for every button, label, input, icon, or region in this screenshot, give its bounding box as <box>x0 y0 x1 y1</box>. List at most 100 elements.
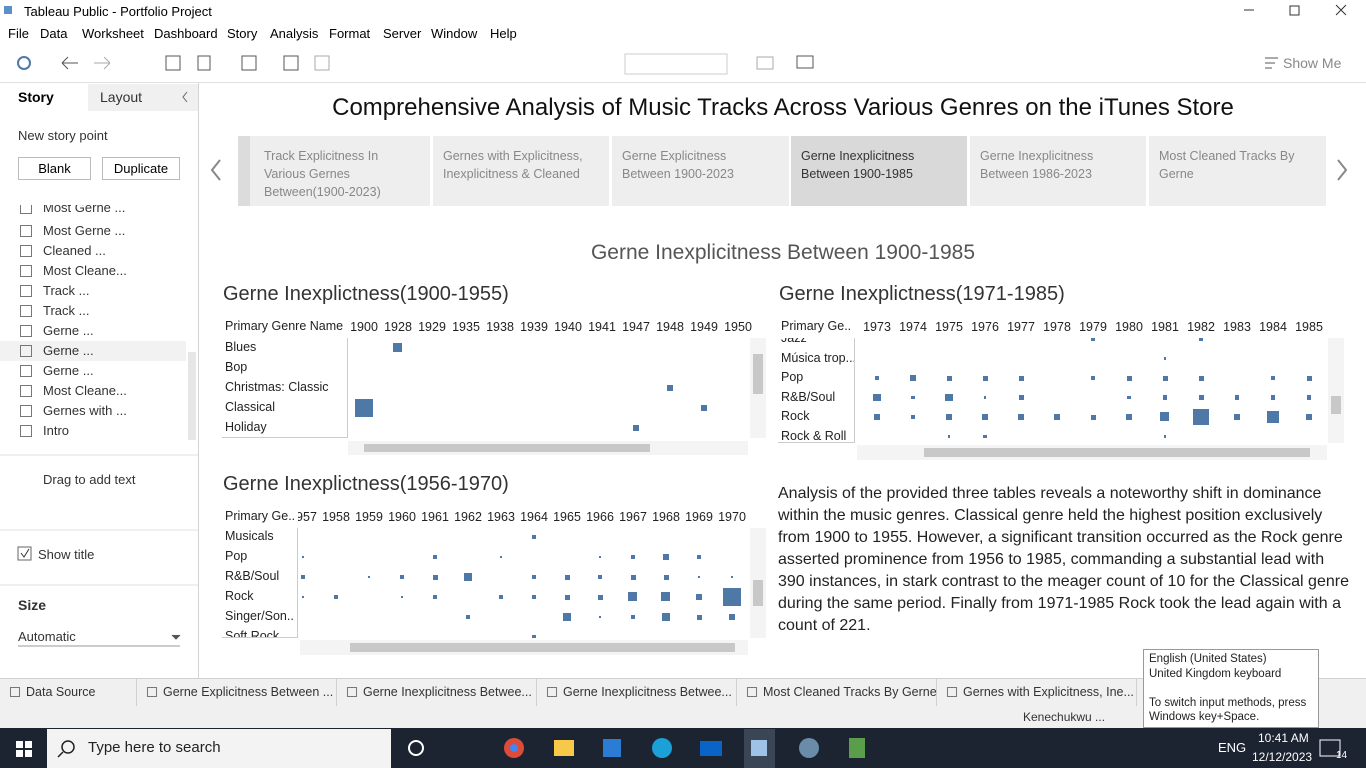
genre-label: Rock <box>225 589 254 603</box>
story-point[interactable]: Track Explicitness In Various Gernes Bet… <box>238 136 430 206</box>
sheet-tab[interactable]: Gerne Inexplicitness Betwee... <box>539 679 737 706</box>
square-mark <box>911 395 915 400</box>
square-mark <box>909 374 917 382</box>
button[interactable]: Duplicate <box>102 157 180 180</box>
story-title: Comprehensive Analysis of Music Tracks A… <box>332 94 1234 121</box>
story-point-text: Gerne Inexplicitness Between 1900-1985 <box>801 149 915 181</box>
tab-label: Gernes with Explicitness, Ine... <box>963 685 1134 699</box>
menu-item[interactable]: Window <box>431 26 478 41</box>
square-mark <box>700 404 708 412</box>
sheet-item[interactable]: Gerne ... <box>0 321 186 341</box>
sheet-item[interactable]: Most Cleane... <box>0 381 186 401</box>
genre-label: Soft Rock <box>225 629 280 638</box>
v-scroll-thumb[interactable] <box>753 580 763 606</box>
menu-item[interactable]: Analysis <box>270 26 319 41</box>
panel-tab[interactable]: Layout <box>100 89 143 105</box>
square-mark <box>875 376 879 380</box>
ime-tooltip: English (United States) United Kingdom ke… <box>1143 649 1319 728</box>
v-scroll-thumb[interactable] <box>753 354 763 394</box>
square-mark <box>630 574 636 580</box>
sheet-item[interactable]: Intro <box>0 421 186 441</box>
story-point[interactable]: Most Cleaned Tracks By Gerne <box>1149 136 1326 206</box>
menu-item[interactable]: Format <box>329 26 371 41</box>
genre-label: Bop <box>225 360 248 374</box>
story-point[interactable]: Gerne Explicitness Between 1900-2023 <box>612 136 789 206</box>
square-mark <box>945 393 953 402</box>
menu-item[interactable]: Server <box>383 26 422 41</box>
menu-item[interactable]: Help <box>490 26 517 41</box>
analysis-text: Analysis of the provided three tables re… <box>778 485 1349 634</box>
sheet-item[interactable]: Most Cleane... <box>0 261 186 281</box>
dashboard-title: Gerne Inexplicitness Between 1900-1985 <box>590 241 976 264</box>
square-mark <box>1090 414 1096 420</box>
sheet-item[interactable]: Gerne ... <box>0 341 186 361</box>
year-header: 1977 <box>1007 320 1035 334</box>
sheet-tab[interactable]: Most Cleaned Tracks By Gerne <box>739 679 937 706</box>
size-value[interactable]: Automatic <box>18 629 76 644</box>
menu-item[interactable]: Story <box>227 26 258 41</box>
square-mark <box>400 595 404 599</box>
square-mark <box>1163 435 1167 438</box>
sheet-name: Gerne ... <box>43 363 94 378</box>
h-scroll-thumb[interactable] <box>350 643 735 652</box>
h-scroll-thumb[interactable] <box>364 444 650 452</box>
sheet-name: Gerne ... <box>43 323 94 338</box>
tab-icon <box>747 687 757 697</box>
menu-item[interactable]: Worksheet <box>82 26 144 41</box>
year-header: 1984 <box>1259 320 1287 334</box>
square-mark <box>531 574 537 580</box>
panel-tab[interactable]: Story <box>18 89 54 105</box>
genre-label: Holiday <box>225 420 267 434</box>
square-mark <box>662 553 670 561</box>
menu-item[interactable]: Data <box>40 26 68 41</box>
sheet-item[interactable]: Cleaned ... <box>0 241 186 261</box>
sheet-tab[interactable]: Gerne Explicitness Between ... <box>139 679 337 706</box>
h-scroll-thumb[interactable] <box>924 448 1310 457</box>
square-mark <box>630 614 636 620</box>
genre-label: Rock & Roll <box>781 428 847 443</box>
row-headers: Jazz Música trop... Pop R&B/Soul Rock Rock & … <box>778 338 855 443</box>
square-mark <box>1198 338 1204 342</box>
sheet-item[interactable]: Most Gerne ... <box>0 205 186 218</box>
clock-date: 12/12/2023 <box>1252 750 1313 764</box>
sheet-tab[interactable]: Gerne Inexplicitness Betwee... <box>339 679 537 706</box>
show-title[interactable]: Show title <box>38 547 95 562</box>
year-header: 1969 <box>685 510 713 524</box>
user-name[interactable]: Kenechukwu ... <box>1023 710 1106 724</box>
sheet-name: Most Gerne ... <box>43 205 126 215</box>
square-mark <box>334 595 338 599</box>
sheet-item[interactable]: Track ... <box>0 281 186 301</box>
v-scrollbar[interactable] <box>1328 338 1344 443</box>
square-mark <box>464 573 472 581</box>
sheet-item[interactable]: Track ... <box>0 301 186 321</box>
v-scroll-thumb[interactable] <box>1331 396 1341 414</box>
show-me[interactable]: Show Me <box>1283 55 1342 71</box>
sheet-item[interactable]: Most Gerne ... <box>0 221 186 241</box>
button[interactable]: Blank <box>18 157 91 180</box>
square-mark <box>301 575 305 579</box>
story-point[interactable]: Gerne Inexplicitness Between 1900-1985 <box>791 136 967 206</box>
square-mark <box>1017 413 1025 421</box>
drag-text[interactable]: Drag to add text <box>43 472 136 487</box>
new-story-point-label: New story point <box>18 128 108 143</box>
sheet-tab[interactable]: Gernes with Explicitness, Ine... <box>939 679 1137 706</box>
year-header: 1983 <box>1223 320 1251 334</box>
story-point[interactable]: Gernes with Explicitness, Inexplicitness… <box>433 136 609 206</box>
square-mark <box>393 343 403 353</box>
sheet-item[interactable]: Gerne ... <box>0 361 186 381</box>
sheet-icon <box>20 325 32 337</box>
sheet-tab[interactable]: Data Source <box>2 679 137 706</box>
tooltip-line: English (United States) <box>1149 653 1267 665</box>
sheet-icon <box>20 365 32 377</box>
language[interactable]: ENG <box>1218 740 1247 755</box>
square-mark <box>1192 408 1210 426</box>
search-placeholder[interactable]: Type here to search <box>88 739 221 756</box>
sheet-icon <box>20 405 32 417</box>
story-point[interactable]: Gerne Inexplicitness Between 1986-2023 <box>970 136 1146 206</box>
menu-item[interactable]: File <box>8 26 29 41</box>
square-mark <box>432 574 438 580</box>
notification-count[interactable]: 14 <box>1336 750 1348 761</box>
menu-item[interactable]: Dashboard <box>154 26 218 41</box>
sheet-item[interactable]: Gernes with ... <box>0 401 186 421</box>
